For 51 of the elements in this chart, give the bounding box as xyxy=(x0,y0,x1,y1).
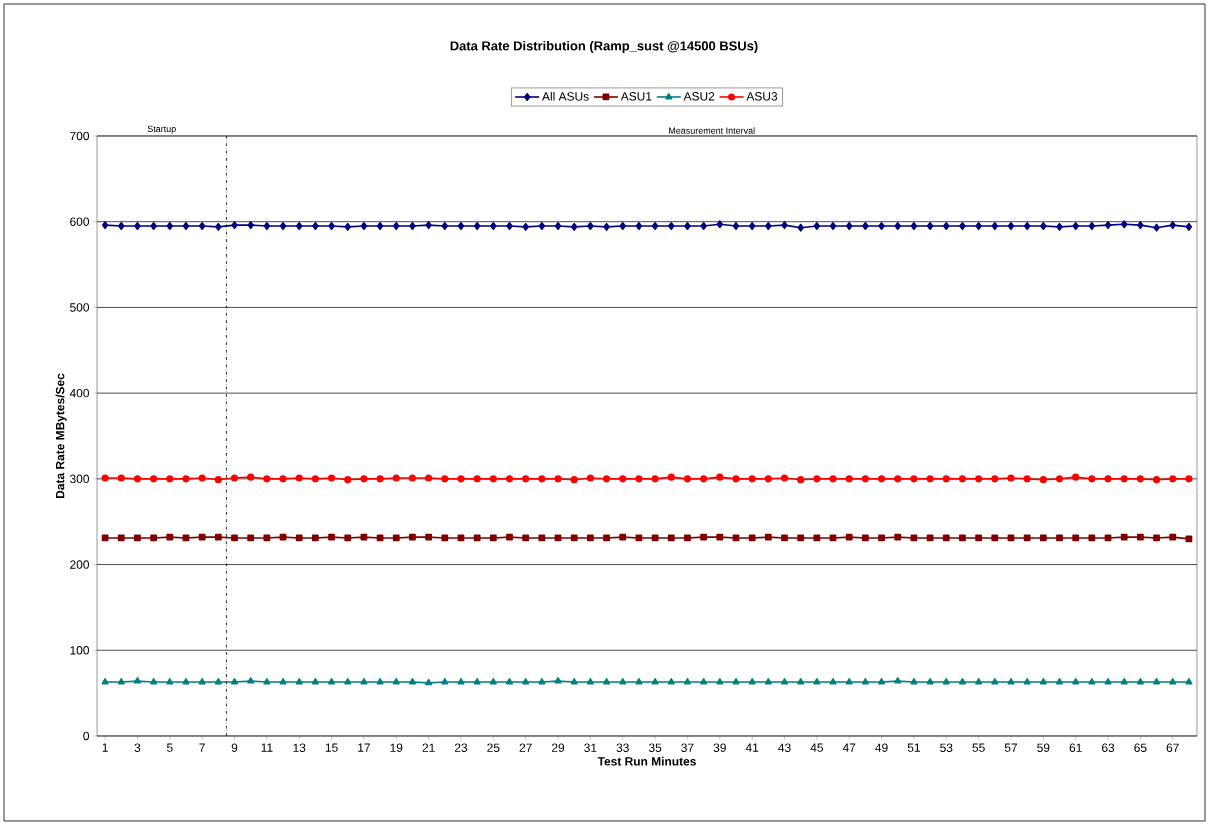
x-tick-label: 5 xyxy=(166,743,173,752)
x-tick-label: 33 xyxy=(616,743,629,752)
x-tick-label: 61 xyxy=(1069,743,1082,752)
x-tick-label: 45 xyxy=(810,743,823,752)
y-tick-label: 0 xyxy=(83,731,90,741)
text: Measurement Interval xyxy=(669,127,755,134)
legend-label: All ASUs xyxy=(542,91,589,101)
x-tick-label: 17 xyxy=(358,743,370,752)
x-tick-label: 53 xyxy=(940,743,953,752)
legend-label: ASU2 xyxy=(683,92,715,101)
legend-label: ASU1 xyxy=(620,92,652,101)
y-axis-title: Data Rate MBytes/Sec xyxy=(55,373,67,498)
x-tick-label: 51 xyxy=(907,743,920,752)
x-tick-label: 19 xyxy=(390,743,403,752)
x-tick-label: 15 xyxy=(325,743,338,752)
x-tick-label: 9 xyxy=(231,743,238,752)
x-tick-label: 13 xyxy=(293,743,306,752)
x-tick-label: 21 xyxy=(422,743,435,752)
x-tick-label: 65 xyxy=(1134,743,1147,752)
x-axis-title: Test Run Minutes xyxy=(597,756,696,766)
x-tick-label: 29 xyxy=(551,743,565,752)
y-tick-label: 600 xyxy=(70,217,90,226)
x-tick-label: 31 xyxy=(584,743,597,752)
x-tick-label: 41 xyxy=(745,743,759,752)
x-tick-label: 7 xyxy=(199,743,205,752)
x-tick-label: 35 xyxy=(648,743,662,752)
x-tick-label: 59 xyxy=(1037,743,1050,752)
y-tick-label: 300 xyxy=(70,474,90,484)
y-tick-label: 700 xyxy=(70,131,90,141)
x-tick-label: 57 xyxy=(1004,743,1018,752)
y-tick-label: 100 xyxy=(70,646,90,655)
x-tick-label: 11 xyxy=(261,743,273,752)
y-tick-label: 400 xyxy=(69,388,90,398)
x-tick-label: 3 xyxy=(134,743,141,752)
x-tick-label: 49 xyxy=(875,743,888,752)
chart-title: Data Rate Distribution (Ramp_sust @14500 BSUs) xyxy=(450,40,758,54)
x-tick-label: 67 xyxy=(1166,743,1179,752)
x-tick-label: 25 xyxy=(487,743,500,752)
x-tick-label: 47 xyxy=(842,743,856,752)
x-tick-label: 39 xyxy=(713,743,726,752)
x-tick-label: 43 xyxy=(778,743,791,752)
x-tick-label: 27 xyxy=(519,743,532,752)
x-tick-label: 37 xyxy=(681,743,694,752)
x-tick-label: 23 xyxy=(454,743,468,752)
legend-label: ASU3 xyxy=(746,92,778,101)
y-tick-label: 500 xyxy=(70,303,90,312)
x-tick-label: 1 xyxy=(102,743,108,752)
y-tick-label: 200 xyxy=(70,560,90,569)
text: Startup xyxy=(147,125,176,134)
x-tick-label: 55 xyxy=(972,743,985,752)
x-tick-label: 63 xyxy=(1101,743,1115,752)
